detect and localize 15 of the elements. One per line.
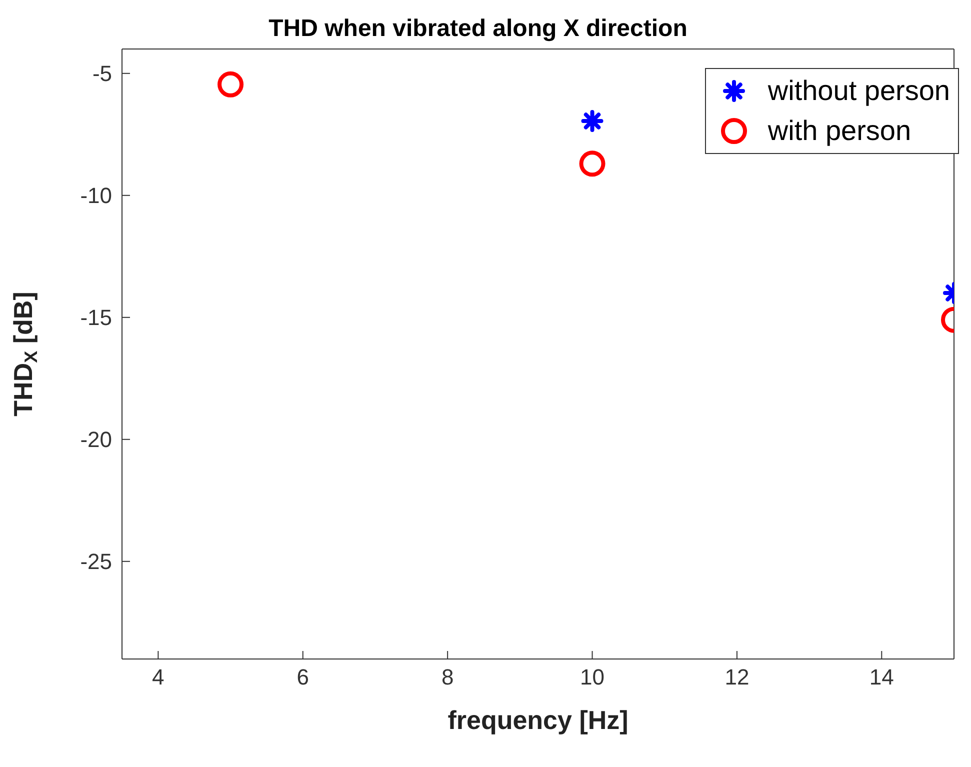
y-tick-label: -10: [80, 183, 112, 208]
x-tick-label: 4: [152, 664, 164, 690]
chart-title: THD when vibrated along X direction: [268, 15, 688, 42]
y-tick-label: -5: [92, 61, 112, 86]
x-axis-title: frequency [Hz]: [448, 705, 628, 735]
y-tick-label: -20: [80, 427, 112, 452]
x-tick-label: 12: [724, 664, 750, 690]
x-tick-label: 6: [296, 664, 309, 690]
legend-label: with person: [768, 115, 912, 147]
x-tick-label: 10: [580, 664, 605, 690]
x-tick-label: 14: [869, 664, 894, 690]
x-tick-label: 8: [441, 664, 454, 690]
legend-label: without person: [768, 75, 950, 107]
y-tick-label: -25: [80, 549, 112, 574]
y-tick-label: -15: [80, 305, 112, 330]
